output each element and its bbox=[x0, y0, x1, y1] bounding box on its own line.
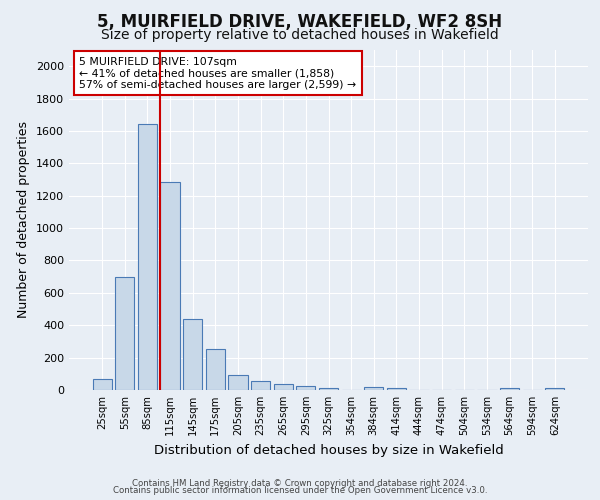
Bar bbox=[115, 278, 134, 390]
X-axis label: Distribution of detached houses by size in Wakefield: Distribution of detached houses by size … bbox=[154, 444, 503, 456]
Text: Contains public sector information licensed under the Open Government Licence v3: Contains public sector information licen… bbox=[113, 486, 487, 495]
Bar bbox=[206, 348, 225, 390]
Text: 5 MUIRFIELD DRIVE: 107sqm
← 41% of detached houses are smaller (1,858)
57% of se: 5 MUIRFIELD DRIVE: 107sqm ← 41% of detac… bbox=[79, 57, 356, 90]
Text: Contains HM Land Registry data © Crown copyright and database right 2024.: Contains HM Land Registry data © Crown c… bbox=[132, 478, 468, 488]
Bar bbox=[274, 384, 293, 390]
Text: 5, MUIRFIELD DRIVE, WAKEFIELD, WF2 8SH: 5, MUIRFIELD DRIVE, WAKEFIELD, WF2 8SH bbox=[97, 12, 503, 30]
Bar bbox=[296, 386, 316, 390]
Y-axis label: Number of detached properties: Number of detached properties bbox=[17, 122, 31, 318]
Bar bbox=[319, 388, 338, 390]
Bar bbox=[387, 388, 406, 390]
Bar bbox=[229, 376, 248, 390]
Bar bbox=[364, 387, 383, 390]
Bar bbox=[251, 381, 270, 390]
Bar bbox=[92, 378, 112, 390]
Bar bbox=[160, 182, 180, 390]
Text: Size of property relative to detached houses in Wakefield: Size of property relative to detached ho… bbox=[101, 28, 499, 42]
Bar bbox=[500, 388, 519, 390]
Bar bbox=[138, 124, 157, 390]
Bar bbox=[545, 388, 565, 390]
Bar bbox=[183, 319, 202, 390]
